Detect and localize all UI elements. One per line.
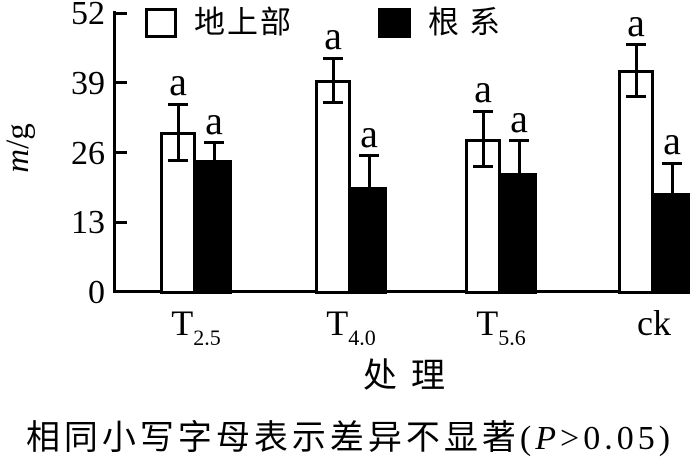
error-bar-line bbox=[634, 44, 638, 97]
error-bar-line bbox=[331, 58, 335, 103]
error-bar-line bbox=[176, 104, 180, 160]
error-bar-line bbox=[367, 155, 371, 193]
caption-post: >0.05) bbox=[560, 420, 675, 457]
significance-letter: a bbox=[663, 118, 681, 164]
caption-pre: 相同小写字母表示差异不显著( bbox=[25, 420, 536, 457]
x-tick-subscript: 2.5 bbox=[193, 325, 221, 350]
y-tick-label: 52 bbox=[71, 0, 105, 32]
error-bar-cap-top bbox=[168, 102, 188, 106]
legend-label-above-ground: 地上部 bbox=[194, 5, 293, 40]
error-bar-line bbox=[670, 163, 674, 199]
significance-letter: a bbox=[510, 95, 528, 141]
x-tick-label: T2.5 bbox=[136, 303, 256, 358]
error-bar-cap-top bbox=[626, 43, 646, 47]
x-tick-base: T bbox=[476, 303, 499, 343]
error-bar-cap-bottom bbox=[323, 100, 343, 104]
significance-letter: a bbox=[324, 13, 342, 59]
x-tick-base: T bbox=[171, 303, 194, 343]
bar bbox=[351, 186, 387, 294]
caption-p-italic: P bbox=[535, 420, 561, 457]
error-bar-cap-top bbox=[204, 141, 224, 145]
x-tick-base: T bbox=[326, 303, 349, 343]
y-tick-label: 26 bbox=[71, 134, 105, 172]
x-tick-label: T5.6 bbox=[441, 303, 561, 358]
error-bar-cap-bottom bbox=[473, 165, 493, 169]
x-axis-title: 处理 bbox=[363, 358, 459, 395]
bar bbox=[618, 70, 654, 294]
legend-swatch-roots bbox=[378, 8, 411, 38]
significance-letter: a bbox=[627, 0, 645, 45]
y-tick-label: 0 bbox=[88, 274, 105, 311]
significance-letter: a bbox=[205, 97, 223, 143]
y-tick-mark bbox=[116, 220, 127, 224]
y-axis-spine bbox=[113, 11, 116, 292]
error-bar-line bbox=[212, 142, 216, 166]
significance-letter: a bbox=[360, 110, 378, 156]
x-tick-label: T4.0 bbox=[291, 303, 411, 358]
error-bar-cap-top bbox=[473, 109, 493, 113]
error-bar-cap-top bbox=[323, 56, 343, 60]
error-bar-line bbox=[481, 111, 485, 167]
x-tick-label: ck bbox=[594, 303, 700, 343]
x-axis-spine bbox=[113, 290, 690, 293]
error-bar-cap-bottom bbox=[626, 94, 646, 98]
y-tick-mark bbox=[116, 151, 127, 154]
x-tick-subscript: 4.0 bbox=[348, 325, 376, 350]
significance-letter: a bbox=[169, 59, 187, 105]
error-bar-cap-top bbox=[662, 161, 682, 165]
x-tick-subscript: 5.6 bbox=[498, 325, 526, 350]
y-tick-mark bbox=[116, 81, 127, 85]
x-tick-base: ck bbox=[637, 303, 671, 343]
y-tick-label: 13 bbox=[71, 204, 105, 242]
y-tick-label: 39 bbox=[71, 64, 105, 102]
y-tick-mark bbox=[116, 11, 127, 15]
bar bbox=[654, 192, 690, 294]
significance-letter: a bbox=[474, 66, 492, 112]
figure-caption: 相同小写字母表示差异不显著(P>0.05) bbox=[0, 419, 700, 459]
legend-label-roots: 根系 bbox=[428, 5, 510, 40]
error-bar-cap-bottom bbox=[168, 158, 188, 162]
error-bar-line bbox=[517, 140, 521, 179]
bar bbox=[315, 80, 351, 294]
legend-swatch-above-ground bbox=[145, 8, 177, 38]
error-bar-cap-top bbox=[509, 139, 529, 143]
bar bbox=[196, 160, 232, 294]
bar bbox=[501, 172, 537, 294]
error-bar-cap-top bbox=[359, 154, 379, 158]
